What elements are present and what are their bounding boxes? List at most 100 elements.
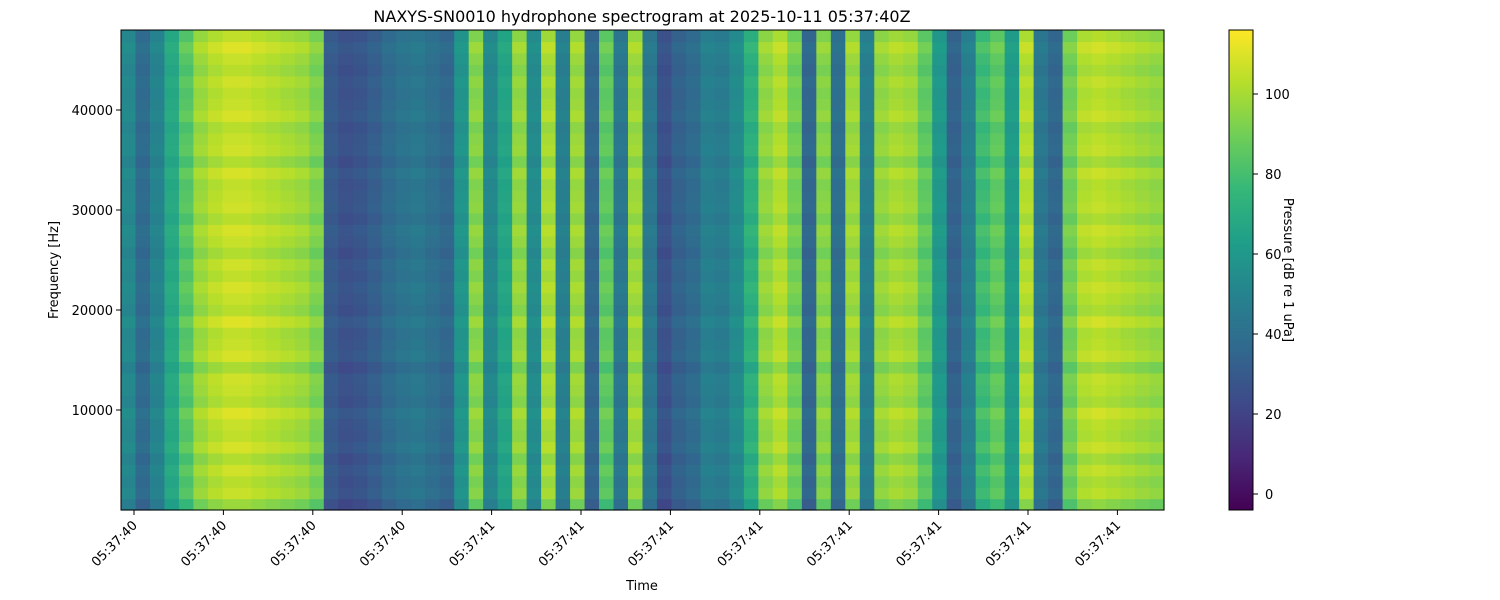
heatmap-cell <box>772 292 788 305</box>
heatmap-cell <box>787 98 803 111</box>
heatmap-cell <box>1019 315 1035 328</box>
heatmap-cell <box>584 201 600 214</box>
heatmap-cell <box>193 30 209 43</box>
heatmap-cell <box>932 418 948 431</box>
heatmap-cell <box>1077 361 1093 374</box>
heatmap-cell <box>1135 475 1151 488</box>
heatmap-cell <box>1062 178 1078 191</box>
heatmap-cell <box>468 155 484 168</box>
heatmap-cell <box>888 498 904 511</box>
heatmap-cell <box>164 247 180 260</box>
heatmap-cell <box>439 304 455 317</box>
heatmap-cell <box>787 395 803 408</box>
heatmap-cell <box>207 407 224 420</box>
heatmap-cell <box>570 315 586 328</box>
heatmap-cell <box>526 327 542 340</box>
heatmap-cell <box>265 98 281 111</box>
heatmap-cell <box>1149 281 1165 294</box>
heatmap-cell <box>1062 190 1078 203</box>
heatmap-cell <box>656 384 673 397</box>
heatmap-cell <box>903 132 919 145</box>
heatmap-cell <box>1019 98 1035 111</box>
heatmap-cell <box>758 430 774 443</box>
heatmap-cell <box>541 498 557 511</box>
heatmap-cell <box>207 498 224 511</box>
heatmap-cell <box>1120 315 1136 328</box>
heatmap-cell <box>396 52 412 65</box>
heatmap-cell <box>1106 304 1122 317</box>
heatmap-cell <box>599 338 615 351</box>
heatmap-cell <box>294 430 310 443</box>
heatmap-cell <box>859 235 875 248</box>
heatmap-cell <box>381 327 397 340</box>
heatmap-cell <box>859 247 875 260</box>
heatmap-cell <box>613 201 629 214</box>
heatmap-cell <box>1048 441 1064 454</box>
heatmap-cell <box>367 235 383 248</box>
heatmap-cell <box>787 178 803 191</box>
heatmap-cell <box>1135 407 1151 420</box>
heatmap-cell <box>483 224 499 237</box>
heatmap-cell <box>121 418 137 431</box>
heatmap-cell <box>628 167 644 180</box>
heatmap-cell <box>323 41 339 54</box>
heatmap-cell <box>164 110 180 123</box>
heatmap-cell <box>570 167 586 180</box>
heatmap-cell <box>975 178 991 191</box>
heatmap-cell <box>193 75 209 88</box>
heatmap-cell <box>121 235 137 248</box>
heatmap-cell <box>294 304 310 317</box>
heatmap-cell <box>149 487 166 500</box>
heatmap-cell <box>859 350 875 363</box>
heatmap-cell <box>193 212 209 225</box>
heatmap-cell <box>135 475 151 488</box>
heatmap-cell <box>497 155 513 168</box>
heatmap-cell <box>512 407 528 420</box>
heatmap-cell <box>903 270 919 283</box>
heatmap-cell <box>975 487 991 500</box>
heatmap-cell <box>1033 144 1049 157</box>
heatmap-cell <box>700 178 716 191</box>
heatmap-cell <box>584 464 600 477</box>
heatmap-cell <box>135 52 151 65</box>
heatmap-cell <box>685 178 702 191</box>
heatmap-cell <box>758 395 774 408</box>
heatmap-cell <box>1106 155 1122 168</box>
heatmap-cell <box>541 475 557 488</box>
heatmap-cell <box>888 338 904 351</box>
heatmap-cell <box>570 144 586 157</box>
heatmap-cell <box>599 315 615 328</box>
heatmap-cell <box>164 190 180 203</box>
heatmap-cell <box>396 372 412 385</box>
heatmap-cell <box>121 304 137 317</box>
heatmap-cell <box>990 475 1006 488</box>
heatmap-cell <box>946 41 962 54</box>
heatmap-cell <box>570 52 586 65</box>
heatmap-cell <box>845 407 861 420</box>
heatmap-cell <box>1106 418 1122 431</box>
heatmap-cell <box>367 441 383 454</box>
heatmap-cell <box>946 52 962 65</box>
heatmap-cell <box>526 132 542 145</box>
heatmap-cell <box>294 350 310 363</box>
heatmap-cell <box>932 110 948 123</box>
heatmap-cell <box>135 327 151 340</box>
heatmap-cell <box>1048 407 1064 420</box>
heatmap-cell <box>729 315 745 328</box>
heatmap-cell <box>222 247 238 260</box>
heatmap-cell <box>830 201 846 214</box>
heatmap-cell <box>1091 395 1107 408</box>
heatmap-cell <box>1135 121 1151 134</box>
heatmap-cell <box>1062 395 1078 408</box>
heatmap-cell <box>1149 178 1165 191</box>
heatmap-cell <box>512 75 528 88</box>
heatmap-cell <box>338 452 354 465</box>
heatmap-cell <box>280 384 296 397</box>
heatmap-cell <box>367 315 383 328</box>
heatmap-cell <box>1048 487 1064 500</box>
heatmap-cell <box>946 247 962 260</box>
heatmap-cell <box>323 418 339 431</box>
heatmap-cell <box>656 407 673 420</box>
heatmap-cell <box>149 41 166 54</box>
heatmap-cell <box>251 121 267 134</box>
